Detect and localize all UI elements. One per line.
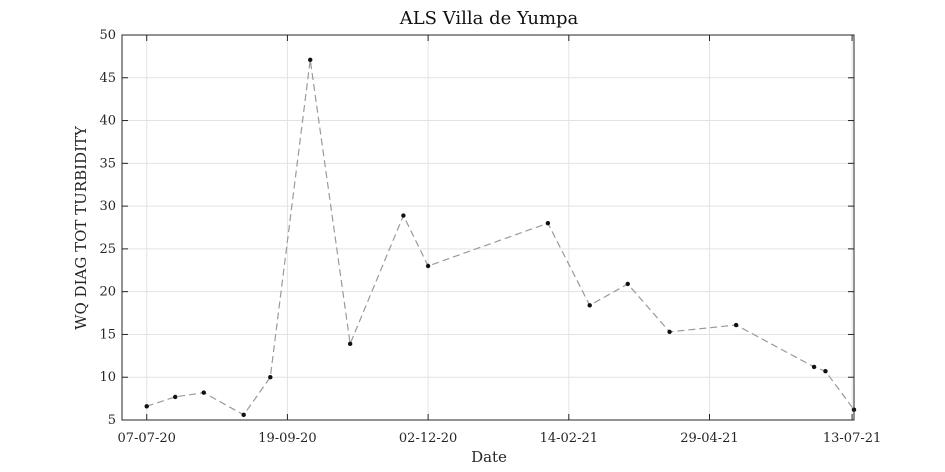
data-point [401, 213, 406, 218]
y-tick-label: 10 [99, 370, 116, 385]
x-tick-label: 14-02-21 [540, 431, 598, 446]
data-point [425, 263, 431, 269]
x-tick-label: 07-07-20 [118, 431, 176, 446]
data-point [811, 364, 817, 370]
y-tick-label: 45 [99, 71, 116, 86]
data-point [201, 390, 206, 395]
x-axis-title: Date [471, 448, 507, 466]
axes: 5 10 15 20 25 30 35 40 45 50 07-07-20 19-09-20 02-12… [99, 28, 881, 446]
x-tick-label: 02-12-20 [399, 431, 457, 446]
data-point [545, 221, 551, 226]
data-point [667, 329, 672, 335]
data-point [733, 322, 739, 328]
series-line [146, 59, 855, 416]
chart-title: ALS Villa de Yumpa [399, 8, 579, 29]
data-point [308, 57, 313, 63]
grid-lines [122, 34, 854, 421]
plot-frame [121, 34, 855, 421]
y-tick-label: 35 [99, 156, 116, 171]
y-axis-title: WQ DIAG TOT TURBIDITY [72, 125, 90, 330]
y-tick-label: 40 [99, 114, 116, 129]
data-point [347, 341, 353, 347]
y-tick-label: 50 [99, 28, 116, 43]
y-tick-label: 15 [99, 327, 116, 342]
data-point [268, 375, 273, 380]
x-tick-label: 19-09-20 [258, 431, 316, 446]
data-point [144, 404, 149, 409]
y-tick-label: 5 [108, 413, 116, 428]
data-point [625, 281, 630, 287]
y-tick-label: 20 [99, 285, 116, 300]
x-tick-label: 13-07-21 [823, 431, 881, 446]
x-tick-label: 29-04-21 [680, 431, 738, 446]
y-tick-label: 25 [99, 242, 116, 257]
data-point [823, 369, 828, 374]
series-layer [144, 57, 857, 418]
data-point [587, 303, 592, 308]
data-point [241, 412, 246, 418]
y-tick-label: 30 [99, 199, 116, 214]
data-point [173, 394, 178, 400]
